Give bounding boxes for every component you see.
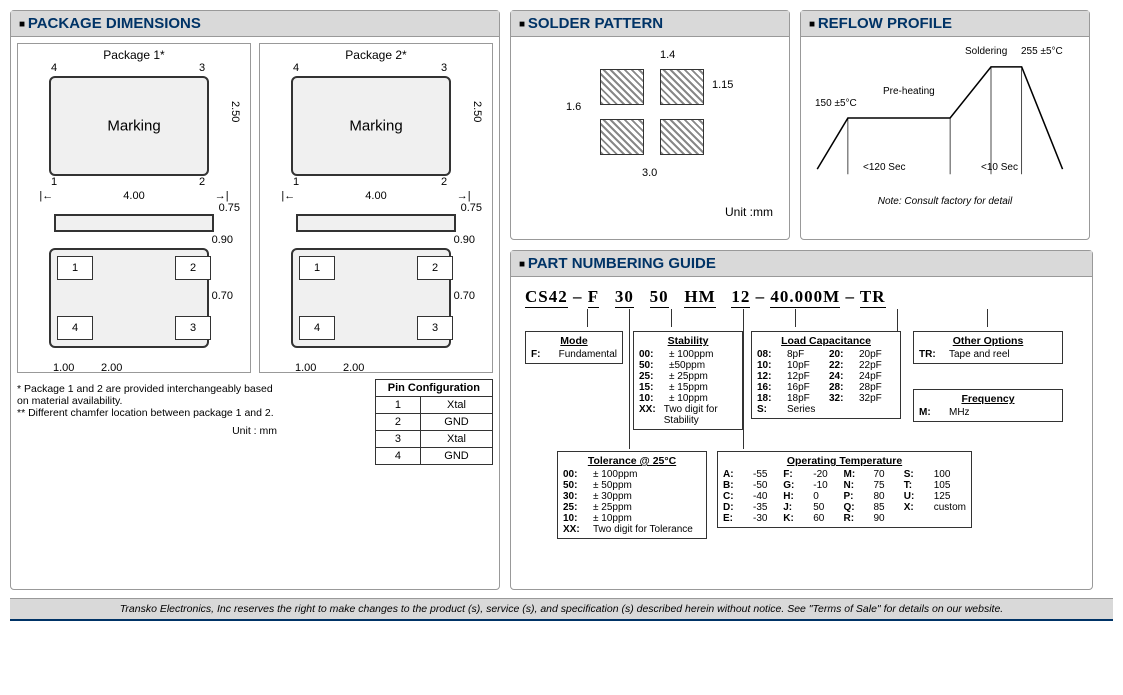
optemp-box: Operating Temperature A:-55F:-20M:70S:10… <box>717 451 972 528</box>
solder-unit: Unit :mm <box>517 205 783 219</box>
loadcap-box: Load Capacitance 08:8pF20:20pF10:10pF22:… <box>751 331 901 419</box>
package-1-label: Package 1* <box>22 48 246 62</box>
solder-header: SOLDER PATTERN <box>511 11 789 37</box>
package-dimensions-header: PACKAGE DIMENSIONS <box>11 11 499 37</box>
solder-diagram: 1.4 1.15 1.6 3.0 <box>530 49 770 199</box>
package-2-label: Package 2* <box>264 48 488 62</box>
reflow-header: REFLOW PROFILE <box>801 11 1089 37</box>
other-box: Other Options TR:Tape and reel <box>913 331 1063 364</box>
mode-box: Mode F:Fundamental <box>525 331 623 364</box>
solder-pattern-panel: SOLDER PATTERN 1.4 1.15 1.6 3.0 Unit :mm <box>510 10 790 240</box>
pin-configuration-table: Pin Configuration 1Xtal 2GND 3Xtal 4GND <box>375 379 493 465</box>
tolerance-box: Tolerance @ 25°C 00:± 100ppm50:± 50ppm30… <box>557 451 707 539</box>
partnum-header: PART NUMBERING GUIDE <box>511 251 1092 277</box>
part-number-string: CS42 – F 30 50 HM 12 – 40.000M – TR <box>517 283 1086 309</box>
footer-disclaimer: Transko Electronics, Inc reserves the ri… <box>10 598 1113 621</box>
stability-box: Stability 00:± 100ppm50:±50ppm25:± 25ppm… <box>633 331 743 430</box>
package-notes: * Package 1 and 2 are provided interchan… <box>17 383 277 437</box>
marking-text: Marking <box>107 118 160 135</box>
frequency-box: Frequency M:MHz <box>913 389 1063 422</box>
reflow-chart <box>807 43 1083 193</box>
part-numbering-panel: PART NUMBERING GUIDE CS42 – F 30 50 HM 1… <box>510 250 1093 590</box>
reflow-note: Note: Consult factory for detail <box>807 196 1083 207</box>
package-2: Package 2* Marking 4 3 1 2 2.50 |← 4.00 … <box>259 43 493 373</box>
reflow-profile-panel: REFLOW PROFILE 150 ±5°C Pre-heating Sold… <box>800 10 1090 240</box>
package-1: Package 1* Marking 4 3 1 2 2.50 |← 4.00 … <box>17 43 251 373</box>
package-dimensions-panel: PACKAGE DIMENSIONS Package 1* Marking 4 … <box>10 10 500 590</box>
